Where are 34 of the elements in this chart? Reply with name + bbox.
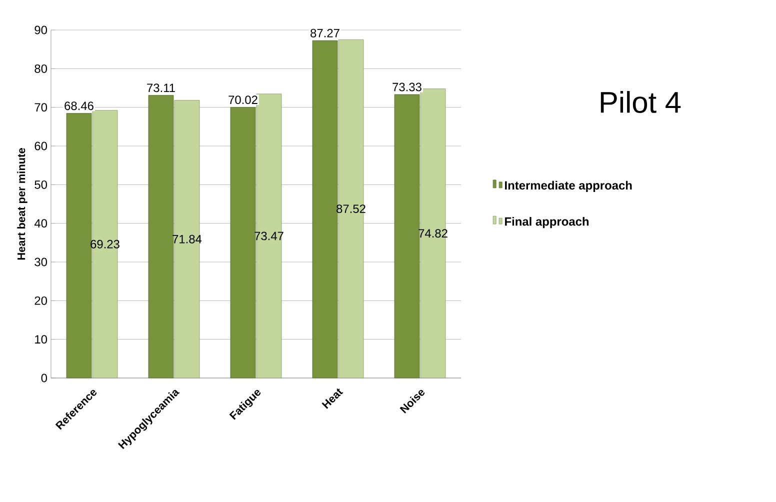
data-label: 70.02 — [228, 96, 258, 104]
y-tick-label: 50 — [34, 180, 48, 189]
y-tick-label: 90 — [34, 26, 48, 34]
y-axis-title: Heart beat per minute — [17, 148, 28, 260]
y-tick-label: 40 — [34, 219, 48, 228]
data-label: 68.46 — [64, 102, 94, 110]
bar — [148, 95, 174, 378]
data-label: 73.47 — [254, 232, 284, 240]
data-label: 87.27 — [310, 28, 340, 38]
bar — [312, 40, 338, 378]
data-label: 73.33 — [392, 82, 422, 92]
bar — [174, 100, 200, 378]
y-tick-label: 80 — [34, 64, 48, 73]
data-label: 71.84 — [172, 234, 202, 244]
y-tick-label: 0 — [41, 374, 48, 382]
bar — [230, 107, 256, 378]
bar — [92, 110, 118, 378]
y-tick-label: 20 — [34, 296, 48, 305]
y-tick-label: 70 — [34, 103, 48, 112]
data-label: 87.52 — [336, 204, 366, 214]
y-tick-label: 30 — [34, 258, 48, 266]
text: Pilot 4 — [600, 91, 681, 113]
legend-label: Intermediate approach — [505, 180, 632, 192]
data-label: 69.23 — [90, 240, 120, 248]
bar — [394, 94, 420, 378]
data-label: 74.82 — [418, 229, 448, 238]
y-tick-label: 10 — [35, 335, 48, 344]
bar — [420, 88, 446, 378]
bar — [338, 39, 364, 378]
bar — [66, 113, 92, 378]
bar — [256, 94, 282, 378]
legend-label: Final approach — [505, 217, 589, 228]
y-tick-label: 60 — [34, 142, 48, 150]
data-label: 73.11 — [147, 84, 175, 92]
